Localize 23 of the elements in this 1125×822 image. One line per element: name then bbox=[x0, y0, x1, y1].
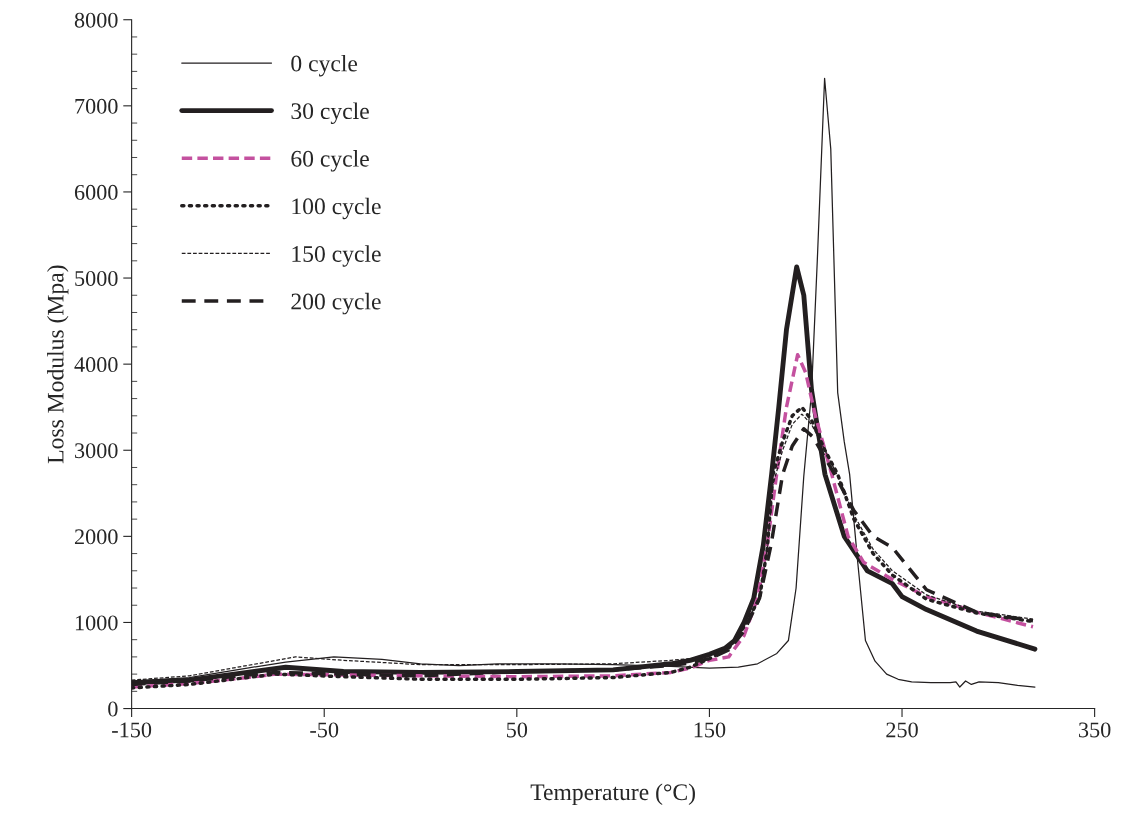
x-axis-title: Temperature (°C) bbox=[530, 783, 695, 805]
x-tick-label: 50 bbox=[507, 722, 528, 738]
y-tick-label: 1000 bbox=[75, 615, 118, 631]
x-tick-label: -50 bbox=[310, 722, 339, 738]
x-tick-label: 350 bbox=[1079, 722, 1111, 738]
legend-label: 30 cycle bbox=[291, 102, 369, 124]
legend-label: 0 cycle bbox=[291, 54, 358, 77]
legend-label: 100 cycle bbox=[292, 197, 381, 220]
legend-label: 150 cycle bbox=[292, 245, 381, 267]
y-tick-label: 8000 bbox=[74, 12, 118, 28]
x-tick-label: 250 bbox=[886, 722, 918, 738]
legend-label: 60 cycle bbox=[291, 150, 369, 172]
x-tick-label: 150 bbox=[694, 722, 726, 738]
x-tick-label: -150 bbox=[112, 722, 152, 738]
y-tick-label: 0 bbox=[108, 701, 118, 717]
y-tick-label: 5000 bbox=[75, 270, 118, 286]
y-tick-label: 7000 bbox=[75, 98, 118, 114]
y-tick-label: 2000 bbox=[74, 529, 118, 545]
y-tick-label: 3000 bbox=[75, 443, 118, 459]
y-tick-label: 6000 bbox=[74, 184, 118, 200]
y-axis-title: Loss Modulus (Mpa) bbox=[47, 265, 69, 464]
legend-label: 200 cycle bbox=[291, 292, 381, 315]
y-tick-label: 4000 bbox=[74, 357, 118, 373]
